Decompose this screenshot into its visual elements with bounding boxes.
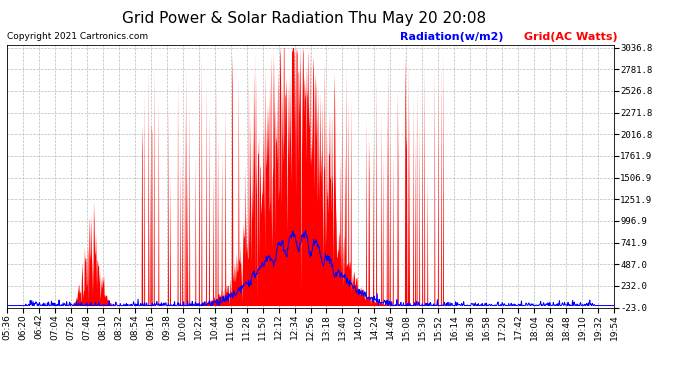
Text: Grid(AC Watts): Grid(AC Watts) xyxy=(524,32,618,42)
Text: Grid Power & Solar Radiation Thu May 20 20:08: Grid Power & Solar Radiation Thu May 20 … xyxy=(121,11,486,26)
Text: Radiation(w/m2): Radiation(w/m2) xyxy=(400,32,504,42)
Text: Copyright 2021 Cartronics.com: Copyright 2021 Cartronics.com xyxy=(7,32,148,41)
